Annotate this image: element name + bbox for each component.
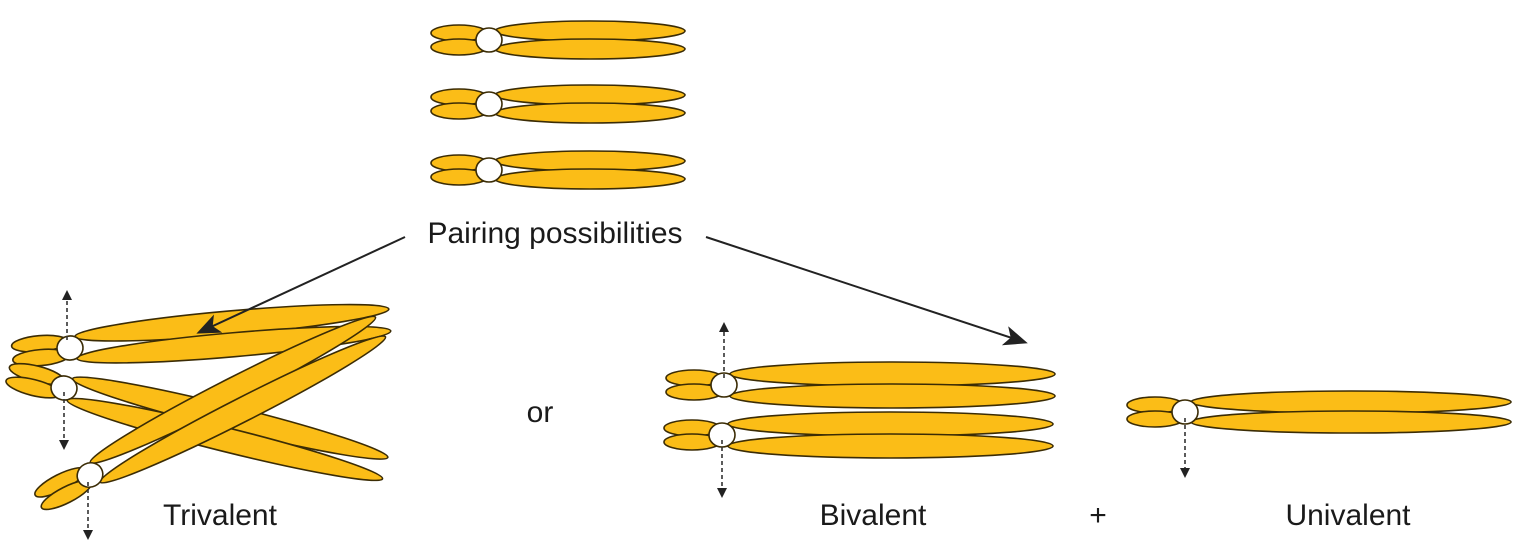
centromere bbox=[475, 157, 503, 183]
centromere bbox=[76, 461, 104, 489]
chromosome bbox=[665, 361, 1056, 409]
chromosome bbox=[430, 150, 686, 190]
long-arm bbox=[727, 433, 1054, 459]
centromere bbox=[710, 372, 738, 398]
long-arm bbox=[729, 361, 1056, 387]
pairing-arrows bbox=[196, 236, 1028, 346]
long-arm bbox=[494, 102, 686, 124]
centromere bbox=[1171, 399, 1199, 425]
long-arm bbox=[1190, 390, 1512, 414]
label-trivalent: Trivalent bbox=[163, 499, 278, 532]
chromosome bbox=[10, 303, 392, 367]
chromosome bbox=[430, 20, 686, 60]
centromere bbox=[475, 27, 503, 53]
long-arm bbox=[729, 383, 1056, 409]
centromere bbox=[50, 375, 78, 401]
spindle-arrows bbox=[59, 290, 1190, 540]
long-arm bbox=[727, 411, 1054, 437]
label-bivalent: Bivalent bbox=[820, 499, 927, 532]
chromosomes bbox=[5, 20, 1512, 511]
chromosome bbox=[1126, 390, 1512, 434]
long-arm bbox=[494, 38, 686, 60]
label-plus: + bbox=[1089, 499, 1107, 532]
centromere bbox=[56, 335, 84, 361]
long-arm bbox=[1190, 410, 1512, 434]
label-pairing: Pairing possibilities bbox=[427, 217, 682, 250]
label-univalent: Univalent bbox=[1285, 499, 1411, 532]
label-or: or bbox=[527, 396, 554, 429]
long-arm bbox=[494, 20, 686, 42]
long-arm bbox=[494, 150, 686, 172]
long-arm bbox=[494, 168, 686, 190]
chromosome bbox=[430, 84, 686, 124]
chromosome bbox=[34, 315, 387, 511]
long-arm bbox=[494, 84, 686, 106]
centromere bbox=[475, 91, 503, 117]
chromosome bbox=[663, 411, 1054, 459]
